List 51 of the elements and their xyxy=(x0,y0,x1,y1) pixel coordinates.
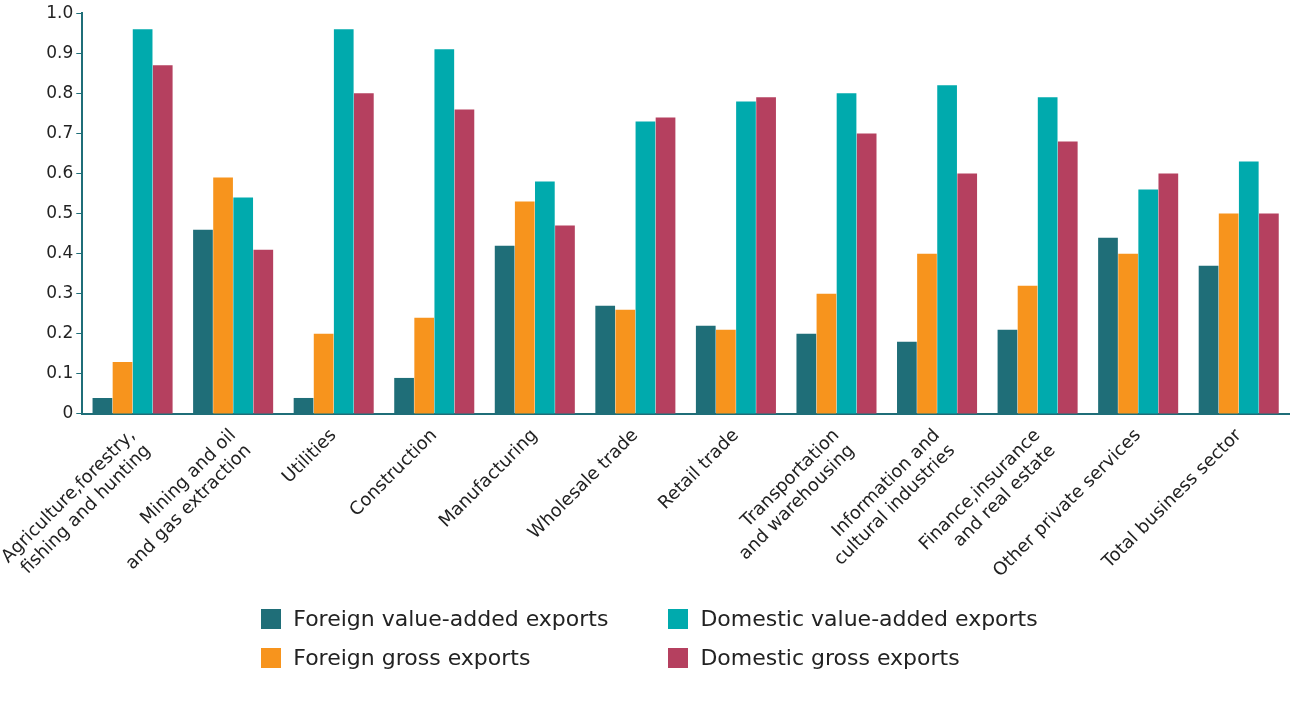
y-tick-label: 0.4 xyxy=(46,242,74,263)
bar xyxy=(233,197,254,414)
bar xyxy=(555,225,575,414)
legend-label: Domestic gross exports xyxy=(700,645,960,670)
bar xyxy=(836,93,857,414)
bar xyxy=(716,329,736,414)
bar xyxy=(152,65,173,414)
y-tick-label: 0.5 xyxy=(46,202,74,223)
y-tick-label: 1.0 xyxy=(46,1,74,22)
bar xyxy=(213,177,233,414)
y-tick-label: 0.7 xyxy=(46,121,74,142)
bar xyxy=(1218,213,1239,414)
bar xyxy=(917,253,937,414)
bar xyxy=(132,29,153,414)
bar xyxy=(1158,173,1179,414)
bar xyxy=(434,49,455,414)
legend-label: Foreign gross exports xyxy=(293,645,531,670)
bar xyxy=(514,201,535,414)
bar xyxy=(1118,253,1138,414)
bar xyxy=(856,133,877,414)
bar xyxy=(1138,189,1159,414)
bar xyxy=(454,109,475,414)
bar xyxy=(1057,141,1078,414)
bar xyxy=(1037,97,1058,414)
bar xyxy=(1259,213,1279,414)
y-tick-label: 0.3 xyxy=(46,282,74,303)
y-tick-label: 0.6 xyxy=(46,161,74,182)
y-tick-label: 0.9 xyxy=(46,41,74,62)
bar xyxy=(414,317,435,414)
bar xyxy=(816,293,837,414)
bar xyxy=(615,309,636,414)
legend-label: Foreign value-added exports xyxy=(293,606,609,631)
bar xyxy=(253,249,274,414)
bar xyxy=(957,173,978,414)
bar xyxy=(333,29,354,414)
legend-label: Domestic value-added exports xyxy=(700,606,1038,631)
y-tick-label: 0 xyxy=(62,402,74,423)
bar xyxy=(655,117,676,414)
y-tick-label: 0.1 xyxy=(46,362,74,383)
bar xyxy=(313,333,334,414)
bar xyxy=(635,121,656,414)
bar xyxy=(354,93,374,414)
bar xyxy=(1017,285,1038,414)
bar xyxy=(736,101,756,414)
bar xyxy=(937,85,957,414)
y-tick-label: 0.8 xyxy=(46,81,74,102)
bar xyxy=(756,97,776,414)
bar xyxy=(535,181,555,414)
bar xyxy=(1238,161,1259,414)
y-tick-label: 0.2 xyxy=(46,322,74,343)
bar xyxy=(112,361,133,414)
